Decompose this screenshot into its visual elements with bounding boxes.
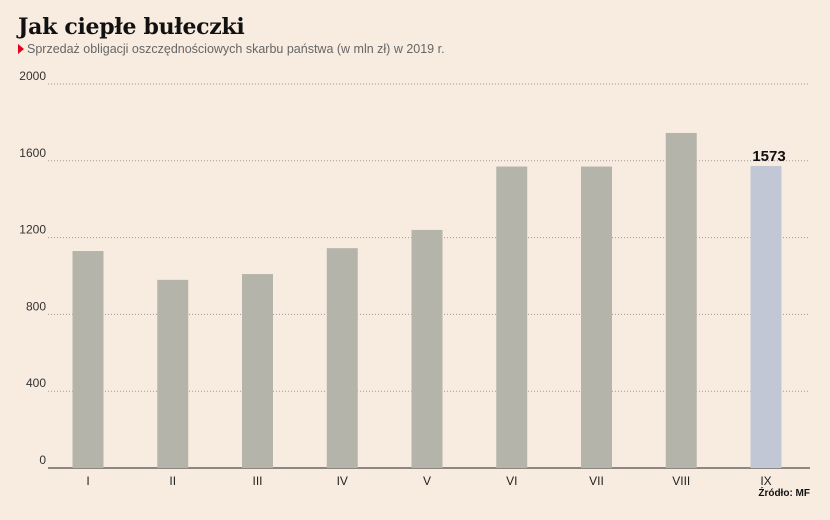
subtitle-text: Sprzedaż obligacji oszczędnościowych ska… bbox=[27, 42, 445, 56]
x-tick-label: V bbox=[423, 474, 431, 488]
bar-II bbox=[157, 279, 189, 468]
data-labels: 1573 bbox=[752, 148, 785, 165]
x-tick-label: IV bbox=[337, 474, 348, 488]
source-note: Źródło: MF bbox=[758, 488, 810, 499]
y-tick-label: 1600 bbox=[19, 146, 46, 160]
x-tick-label: III bbox=[252, 474, 262, 488]
y-tick-label: 1200 bbox=[19, 223, 46, 237]
x-axis-ticks: I II III IV V VI VII VIII IX bbox=[86, 474, 771, 488]
bar-IV bbox=[326, 248, 358, 468]
y-tick-label: 0 bbox=[39, 453, 46, 467]
chart-title: Jak ciepłe bułeczki bbox=[18, 14, 245, 40]
x-tick-label: I bbox=[86, 474, 89, 488]
bar-VII bbox=[581, 166, 612, 468]
data-label: 1573 bbox=[752, 148, 785, 165]
x-tick-label: VII bbox=[589, 474, 604, 488]
y-tick-label: 400 bbox=[26, 376, 46, 390]
bar-IX bbox=[750, 165, 782, 468]
bar-VIII bbox=[665, 132, 697, 468]
bar-V bbox=[411, 229, 443, 468]
x-tick-label: VIII bbox=[672, 474, 690, 488]
y-axis-ticks: 0 400 800 1200 1600 2000 bbox=[19, 69, 46, 467]
red-triangle-icon bbox=[18, 44, 24, 54]
x-tick-label: VI bbox=[506, 474, 517, 488]
y-tick-label: 2000 bbox=[19, 69, 46, 83]
x-tick-label: IX bbox=[760, 474, 771, 488]
x-tick-label: II bbox=[169, 474, 176, 488]
chart-subtitle: Sprzedaż obligacji oszczędnościowych ska… bbox=[18, 42, 445, 56]
bar-I bbox=[72, 251, 104, 468]
bar-III bbox=[242, 274, 273, 468]
bar-VI bbox=[496, 166, 528, 468]
bars bbox=[72, 132, 782, 468]
y-tick-label: 800 bbox=[26, 299, 46, 313]
